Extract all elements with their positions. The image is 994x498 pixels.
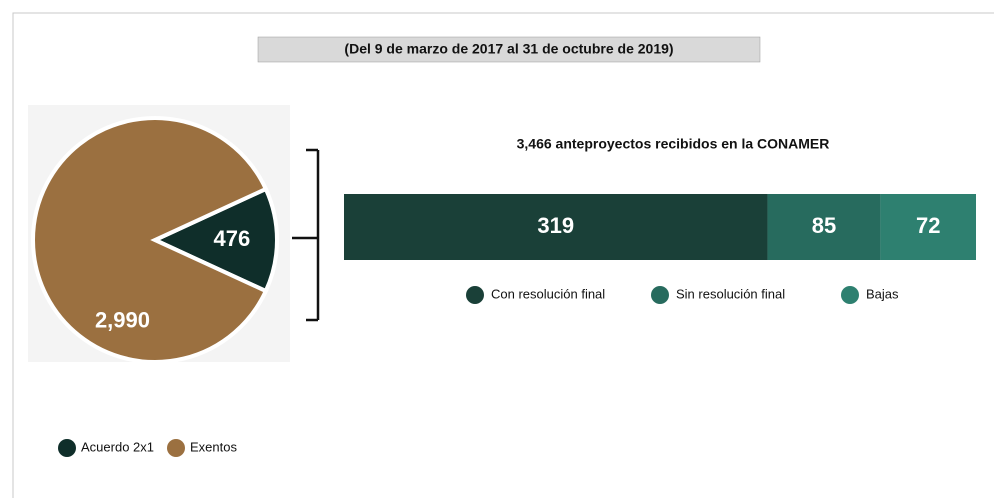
pie-slice [31,116,269,364]
header-box [257,36,761,63]
legend-label: Exentos [190,439,237,454]
legend-label: Bajas [866,286,899,301]
data-label: 319 [537,213,574,238]
legend-swatch [651,286,669,304]
bar-segment [880,194,976,260]
data-label: 2,990 [95,307,150,332]
legend-swatch [841,286,859,304]
data-label: 476 [214,226,251,251]
bar-segment [344,194,768,260]
pie-slice [150,186,279,294]
bracket [292,148,320,322]
data-label: 72 [916,213,940,238]
legend-swatch [466,286,484,304]
bar-segment [767,194,881,260]
legend-label: Acuerdo 2x1 [81,439,154,454]
legend-swatch [58,439,76,457]
legend-label: Con resolución final [491,286,605,301]
legend-label: Sin resolución final [676,286,785,301]
legend-swatch [167,439,185,457]
bar-title: 3,466 anteproyectos recibidos en la CONA… [517,136,830,152]
data-label: 85 [812,213,836,238]
header: (Del 9 de marzo de 2017 al 31 de octubre… [344,41,673,57]
